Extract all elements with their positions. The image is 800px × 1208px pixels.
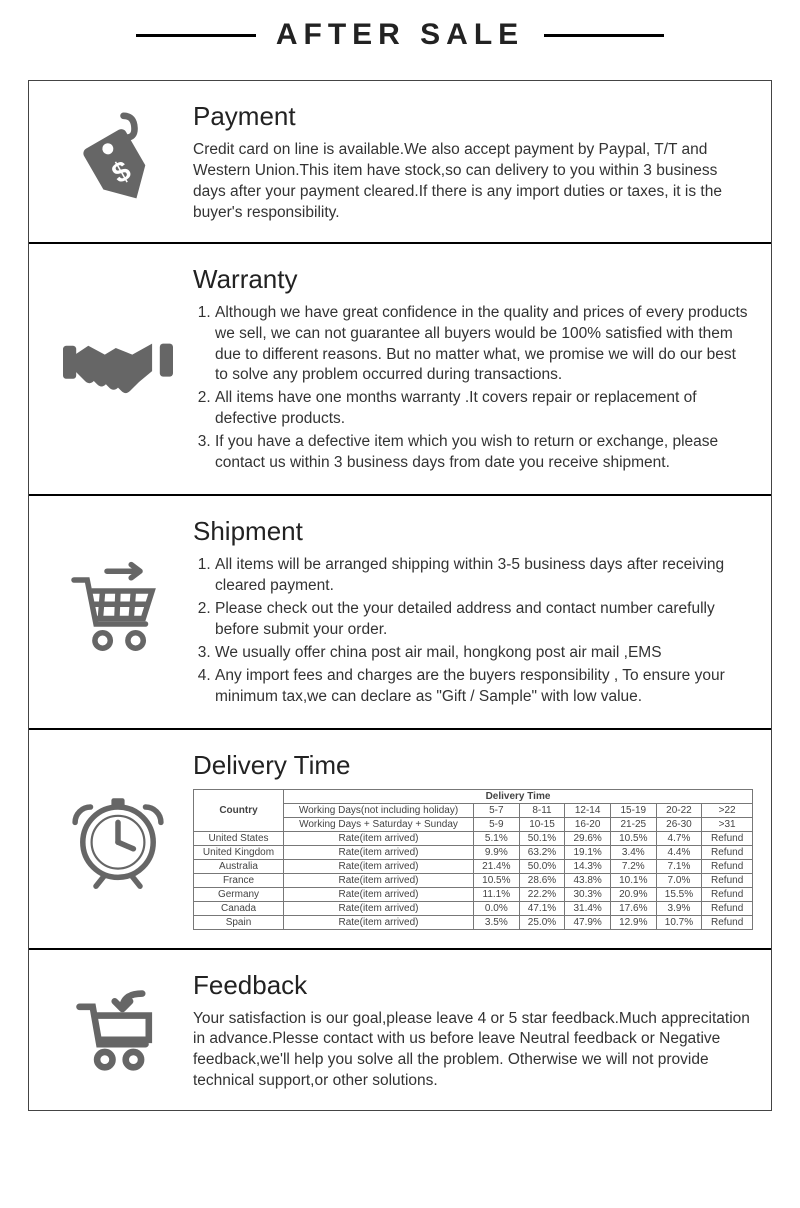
page-title: AFTER SALE <box>276 18 524 52</box>
return-cart-icon <box>43 976 193 1086</box>
shipment-list: All items will be arranged shipping with… <box>193 555 753 707</box>
list-item: Any import fees and charges are the buye… <box>215 666 753 708</box>
payment-text: Credit card on line is available.We also… <box>193 140 753 224</box>
list-item: Please check out the your detailed addre… <box>215 599 753 641</box>
delivery-table: CountryDelivery TimeWorking Days(not inc… <box>193 789 753 930</box>
feedback-text: Your satisfaction is our goal,please lea… <box>193 1009 753 1093</box>
header-rule-left <box>136 34 256 37</box>
list-item: We usually offer china post air mail, ho… <box>215 643 753 664</box>
section-payment: $ Payment Credit card on line is availab… <box>29 81 771 244</box>
list-item: All items have one months warranty .It c… <box>215 388 753 430</box>
page-header: AFTER SALE <box>0 0 800 62</box>
warranty-list: Although we have great confidence in the… <box>193 303 753 474</box>
handshake-icon <box>43 315 193 425</box>
list-item: All items will be arranged shipping with… <box>215 555 753 597</box>
section-shipment: Shipment All items will be arranged ship… <box>29 496 771 729</box>
header-rule-right <box>544 34 664 37</box>
list-item: Although we have great confidence in the… <box>215 303 753 387</box>
section-feedback: Feedback Your satisfaction is our goal,p… <box>29 950 771 1111</box>
delivery-title: Delivery Time <box>193 750 753 781</box>
feedback-title: Feedback <box>193 970 753 1001</box>
cart-icon <box>43 558 193 668</box>
warranty-title: Warranty <box>193 264 753 295</box>
clock-icon <box>43 785 193 895</box>
section-delivery: Delivery Time CountryDelivery TimeWorkin… <box>29 730 771 950</box>
section-warranty: Warranty Although we have great confiden… <box>29 244 771 496</box>
payment-icon: $ <box>43 107 193 217</box>
content-frame: $ Payment Credit card on line is availab… <box>28 80 772 1111</box>
shipment-title: Shipment <box>193 516 753 547</box>
payment-title: Payment <box>193 101 753 132</box>
list-item: If you have a defective item which you w… <box>215 432 753 474</box>
